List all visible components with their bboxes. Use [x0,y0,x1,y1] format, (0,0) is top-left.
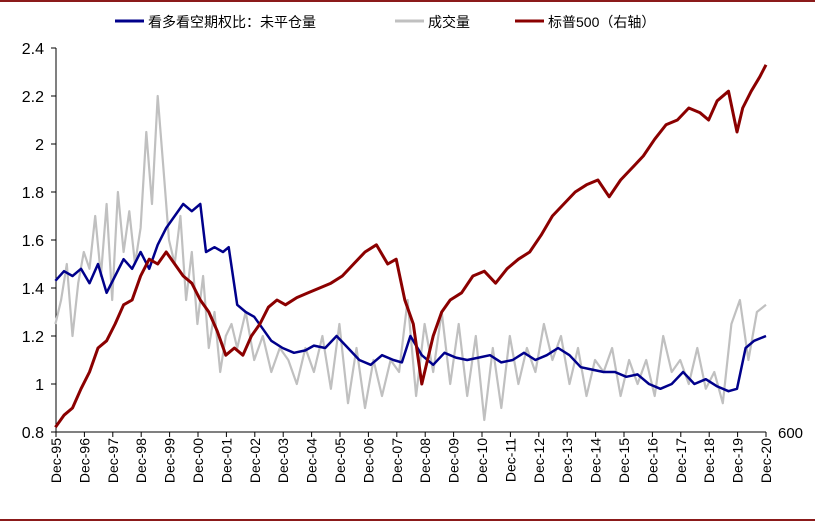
x-tick-label: Dec-11 [502,438,518,482]
x-tick-label: Dec-99 [162,438,178,483]
y-tick-label: 2.2 [22,89,44,106]
x-tick-label: Dec-97 [105,438,121,483]
y-tick-label: 1.2 [22,329,44,346]
x-ticks: Dec-95 Dec-96 Dec-97 Dec-98 Dec-99 Dec-00 Dec-… [48,432,774,483]
legend-label-open-interest: 看多看空期权比：未平仓量 [148,14,316,30]
series-line-volume [54,94,767,422]
x-tick-label: Dec-96 [76,438,92,483]
series-line-sp500 [54,64,768,429]
x-tick-label: Dec-06 [360,438,376,483]
legend: 看多看空期权比：未平仓量 成交量 标普500（右轴） [115,14,655,30]
x-tick-label: Dec-02 [247,438,263,483]
x-tick-label: Dec-12 [531,438,547,483]
x-tick-label: Dec-14 [588,438,604,483]
y-ticks: 2.4 2.2 2 1.8 1.6 1.4 1.2 1 0.8 [22,41,56,442]
x-tick-label: Dec-18 [701,438,717,483]
y-tick-label: 1.8 [22,185,44,202]
x-tick-label: Dec-13 [559,438,575,483]
y-tick-label: 1.6 [22,233,44,250]
legend-label-volume: 成交量 [428,14,470,30]
y-tick-label: 2.4 [22,41,44,58]
secondary-axis-label: 600 [778,425,803,442]
x-tick-label: Dec-17 [673,438,689,483]
x-tick-label: Dec-98 [133,438,149,483]
legend-item-volume: 成交量 [395,14,470,30]
x-tick-label: Dec-04 [304,438,320,483]
series-layer [54,64,768,429]
x-tick-label: Dec-08 [417,438,433,483]
x-tick-label: Dec-16 [644,438,660,483]
x-tick-label: Dec-19 [730,438,746,483]
series-line-open-interest [54,202,767,393]
legend-item-open-interest: 看多看空期权比：未平仓量 [115,14,316,30]
x-tick-label: Dec-09 [446,438,462,483]
x-tick-label: Dec-10 [474,438,490,483]
y-tick-label: 1 [35,377,44,394]
y-tick-label: 0.8 [22,425,44,442]
legend-item-sp500: 标普500（右轴） [515,14,655,30]
x-tick-label: Dec-15 [616,438,632,483]
x-tick-label: Dec-05 [332,438,348,483]
x-tick-label: Dec-03 [275,438,291,483]
x-tick-label: Dec-00 [190,438,206,483]
x-tick-label: Dec-01 [218,438,234,483]
y-tick-label: 2 [35,137,44,154]
legend-label-sp500: 标普500（右轴） [548,14,655,30]
x-tick-label: Dec-07 [389,438,405,483]
x-tick-label: Dec-95 [48,438,64,483]
x-tick-label: Dec-20 [758,438,774,483]
y-tick-label: 1.4 [22,281,44,298]
